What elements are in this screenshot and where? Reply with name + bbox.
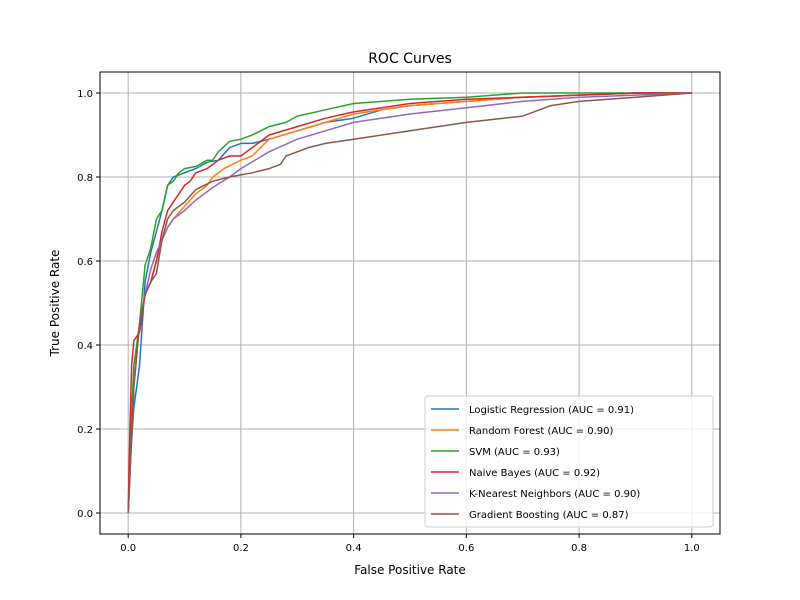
y-tick-label: 0.4 — [77, 341, 93, 352]
y-tick-label: 0.0 — [77, 509, 93, 520]
x-tick-label: 0.6 — [458, 543, 474, 554]
series-line-6 — [127, 92, 692, 514]
legend: Logistic Regression (AUC = 0.91) Random F… — [424, 395, 714, 528]
y-axis-label: True Positive Rate — [48, 250, 62, 358]
x-axis-label: False Positive Rate — [354, 563, 466, 577]
x-tick-label: 0.0 — [120, 543, 136, 554]
series-layer — [127, 92, 692, 514]
x-tick-label: 0.4 — [346, 543, 362, 554]
x-tick-label: 0.8 — [571, 543, 587, 554]
y-tick-label: 0.6 — [77, 257, 93, 268]
legend-label-3: SVM (AUC = 0.93) — [469, 447, 560, 458]
x-tick-label: 0.2 — [233, 543, 249, 554]
x-tick-label: 1.0 — [684, 543, 700, 554]
axis-ticks: 0.0 0.2 0.4 0.6 0.8 1.0 0.0 0.2 0.4 0.6 0.8 1.0 — [77, 89, 700, 554]
grid — [100, 72, 720, 534]
y-tick-label: 0.2 — [77, 425, 93, 436]
legend-label-6: Gradient Boosting (AUC = 0.87) — [469, 510, 629, 521]
plot-frame — [99, 71, 721, 535]
legend-box — [424, 395, 714, 528]
legend-label-2: Random Forest (AUC = 0.90) — [469, 426, 613, 437]
legend-label-1: Logistic Regression (AUC = 0.91) — [469, 405, 634, 416]
y-tick-label: 1.0 — [77, 89, 93, 100]
chart-title: ROC Curves — [368, 51, 452, 67]
legend-label-4: Naive Bayes (AUC = 0.92) — [469, 468, 600, 479]
y-tick-label: 0.8 — [77, 173, 93, 184]
legend-label-5: K-Nearest Neighbors (AUC = 0.90) — [469, 489, 640, 500]
series-line-3 — [127, 92, 692, 514]
